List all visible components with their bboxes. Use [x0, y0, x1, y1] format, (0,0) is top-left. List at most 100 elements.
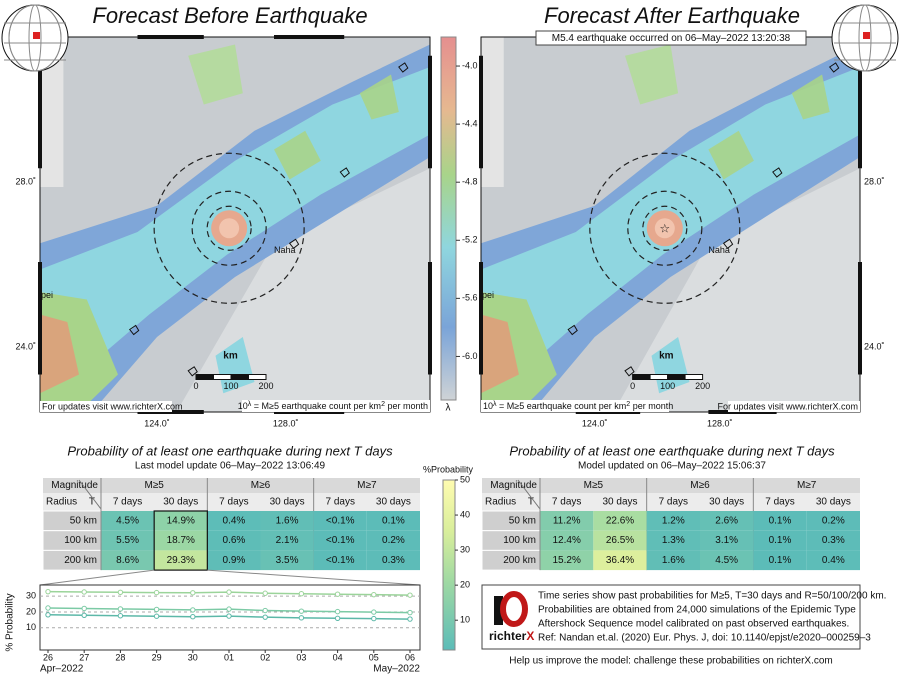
- zoom-line: [207, 569, 421, 586]
- table-cell-value: 26.5%: [606, 535, 634, 546]
- title: Forecast Before Earthquake: [92, 3, 367, 28]
- table-cell: [207, 530, 261, 551]
- table-cell-value: 1.6%: [276, 515, 299, 526]
- y-axis-label: % Probability: [5, 593, 16, 651]
- table-row-label: 100 km: [503, 535, 536, 546]
- table-header-label: 30 days: [163, 497, 198, 508]
- table-cell: [260, 550, 314, 571]
- scale-bar: [649, 374, 669, 380]
- data-point: [407, 609, 413, 616]
- data-point: [45, 588, 51, 595]
- data-point: [190, 590, 196, 596]
- table-cell-value: 0.2%: [382, 535, 405, 546]
- lat-label: 28.0˚: [15, 176, 36, 186]
- table-cell-value: 4.5%: [715, 555, 738, 566]
- table-row-label: 100 km: [64, 535, 97, 546]
- data-point: [45, 612, 51, 618]
- table-cell: [366, 530, 420, 551]
- table-cell-value: 12.4%: [552, 535, 580, 546]
- table-cell-value: 1.6%: [662, 555, 685, 566]
- rate-blob: [188, 44, 243, 105]
- table-cell: [207, 550, 261, 571]
- note-box: [481, 400, 669, 412]
- lat-label: 24.0˚: [864, 341, 885, 351]
- table-cell-value: 3.1%: [715, 535, 738, 546]
- table-cell: [646, 511, 700, 531]
- table-header-label: M≥5: [584, 480, 604, 491]
- table-header-label: 7 days: [113, 497, 142, 508]
- table-cell-value: 2.1%: [276, 535, 299, 546]
- table-header-label: 30 days: [602, 497, 637, 508]
- scale-label: 200: [258, 381, 273, 391]
- scale-label: 100: [223, 381, 238, 391]
- data-point: [334, 615, 341, 621]
- colorbar-label: -4.4: [462, 118, 478, 128]
- note-units-part: per month: [385, 401, 428, 411]
- table-cell-value: 22.6%: [606, 515, 634, 526]
- table-cell: [700, 511, 754, 531]
- table-cell: [101, 511, 155, 531]
- table-cell-value: <0.1%: [326, 535, 355, 546]
- table-header-label: 30 days: [376, 497, 411, 508]
- globe-line: [8, 4, 62, 72]
- colorbar-label: 50: [460, 474, 470, 484]
- epicenter: ☆: [659, 221, 670, 235]
- table-cell-value: 0.1%: [382, 515, 405, 526]
- table-divider: [517, 479, 541, 510]
- table-header-label: Radius: [46, 497, 77, 508]
- logo-part: richter: [489, 629, 527, 643]
- data-point: [190, 614, 196, 620]
- note-units-part: 10: [238, 401, 248, 411]
- footer-line: Aftershock Sequence model calibrated on …: [538, 619, 849, 630]
- table-header-label: T: [528, 497, 534, 508]
- rate-blob: [481, 314, 519, 394]
- island: [828, 62, 840, 73]
- radius-circle: [206, 205, 252, 251]
- note-units-part: 2: [381, 401, 385, 408]
- colorbar-title: λ: [446, 403, 451, 414]
- note-units-part: = M≥5 earthquake count per km: [497, 401, 627, 411]
- table-cell-value: 0.9%: [223, 555, 246, 566]
- table-highlight: [153, 510, 208, 571]
- note-units-part: per month: [630, 401, 673, 411]
- table-row-label: 50 km: [70, 515, 97, 526]
- place-label: Naha: [274, 245, 296, 255]
- x-tick-label: 27: [79, 652, 89, 662]
- table-cell-value: <0.1%: [326, 555, 355, 566]
- island: [398, 62, 409, 73]
- note-url: For updates visit www.richterX.com: [42, 401, 183, 411]
- table-cell: [593, 511, 647, 531]
- data-point: [226, 589, 232, 595]
- note-units-part: λ: [248, 401, 252, 408]
- map: ☆: [481, 37, 860, 412]
- rate-blob: [274, 130, 321, 180]
- y-tick-label: 30: [26, 590, 36, 600]
- lon-label: 124.0˚: [582, 418, 608, 428]
- table-cell: [101, 550, 155, 571]
- table-cell-value: 0.6%: [223, 535, 246, 546]
- table-cell: [700, 530, 754, 551]
- table-header-label: M≥7: [357, 480, 377, 491]
- scale-bar: [632, 374, 651, 380]
- data-point: [81, 589, 87, 595]
- globe-marker: [33, 32, 40, 39]
- footer-line: Time series show past probabilities for …: [538, 591, 886, 602]
- x-tick-label: 04: [333, 652, 343, 662]
- table-header-label: T: [89, 497, 95, 508]
- scale-unit: km: [223, 350, 238, 361]
- subtitle: Probability of at least one earthquake d…: [509, 443, 835, 458]
- table-header-label: Magnitude: [51, 480, 98, 491]
- table-header: [43, 478, 420, 493]
- table-cell-value: 15.2%: [552, 555, 580, 566]
- x-tick-label: 03: [296, 652, 306, 662]
- table-cell-value: 1.3%: [662, 535, 685, 546]
- table-cell: [313, 530, 367, 551]
- table-cell-value: <0.1%: [326, 515, 355, 526]
- month-label: May–2022: [373, 664, 420, 675]
- logo-text: richterX: [489, 629, 534, 643]
- table-cell: [700, 550, 754, 571]
- data-point: [371, 591, 377, 598]
- data-point: [407, 592, 413, 598]
- data-point: [334, 608, 341, 615]
